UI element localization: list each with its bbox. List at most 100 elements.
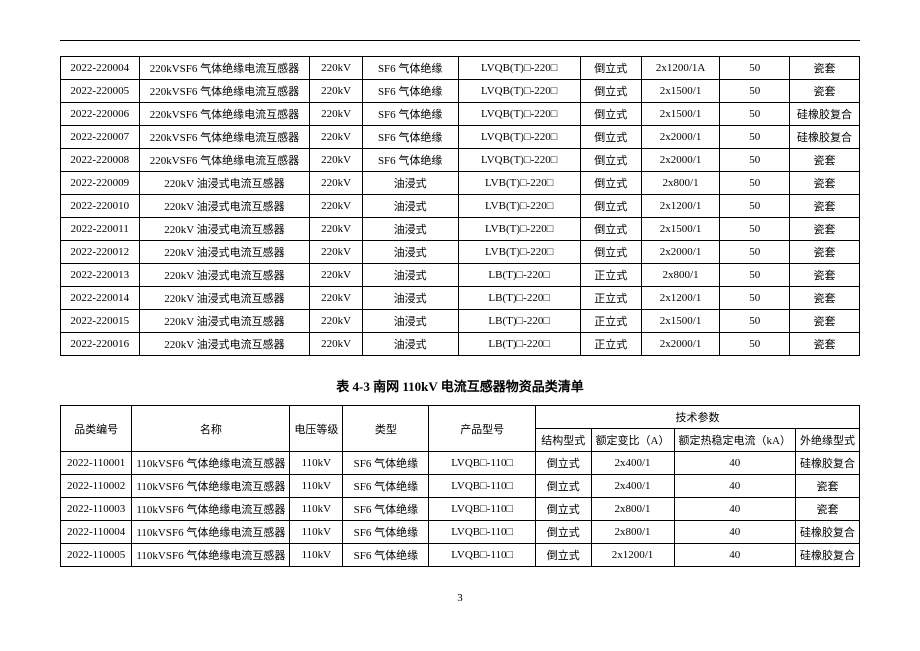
table-cell: 瓷套 <box>795 475 859 498</box>
table-cell: 2x2000/1 <box>641 333 720 356</box>
table-cell: 瓷套 <box>790 310 860 333</box>
table-cell: LB(T)□-220□ <box>458 264 580 287</box>
table-cell: 50 <box>720 287 790 310</box>
table-cell: 50 <box>720 172 790 195</box>
table-cell: LVQB(T)□-220□ <box>458 80 580 103</box>
table-cell: 2x800/1 <box>641 172 720 195</box>
table-cell: 油浸式 <box>362 241 458 264</box>
table-cell: 40 <box>674 521 795 544</box>
table-cell: 2x1500/1 <box>641 310 720 333</box>
header-struct: 结构型式 <box>536 429 592 452</box>
table-row: 2022-220012220kV 油浸式电流互感器220kV油浸式LVB(T)□… <box>61 241 860 264</box>
table-cell: LVQB(T)□-220□ <box>458 57 580 80</box>
table-cell: 倒立式 <box>580 126 641 149</box>
table-cell: 2x2000/1 <box>641 241 720 264</box>
table-cell: SF6 气体绝缘 <box>362 80 458 103</box>
table-cell: 瓷套 <box>790 149 860 172</box>
table-cell: 220kV <box>310 149 362 172</box>
table-cell: 220kV 油浸式电流互感器 <box>139 264 310 287</box>
table-cell: 50 <box>720 126 790 149</box>
header-type: 类型 <box>343 406 429 452</box>
table-row: 2022-220008220kVSF6 气体绝缘电流互感器220kVSF6 气体… <box>61 149 860 172</box>
table-cell: 2022-220006 <box>61 103 140 126</box>
table-cell: SF6 气体绝缘 <box>343 452 429 475</box>
table-cell: LVQB(T)□-220□ <box>458 149 580 172</box>
table-cell: 2x1200/1 <box>641 287 720 310</box>
table-cell: 220kV <box>310 126 362 149</box>
table-220kv: 2022-220004220kVSF6 气体绝缘电流互感器220kVSF6 气体… <box>60 56 860 356</box>
table-cell: 瓷套 <box>790 241 860 264</box>
table-cell: 2022-220004 <box>61 57 140 80</box>
page-number: 3 <box>60 592 860 604</box>
table-cell: LVB(T)□-220□ <box>458 172 580 195</box>
table-cell: LVQB(T)□-220□ <box>458 126 580 149</box>
table-cell: 2x2000/1 <box>641 149 720 172</box>
table-cell: 110kV <box>290 452 343 475</box>
table-row: 2022-220009220kV 油浸式电流互感器220kV油浸式LVB(T)□… <box>61 172 860 195</box>
table-cell: 40 <box>674 544 795 567</box>
table-cell: 220kV <box>310 80 362 103</box>
table-cell: 倒立式 <box>536 521 592 544</box>
table-cell: LVQB□-110□ <box>429 498 536 521</box>
table-cell: LVB(T)□-220□ <box>458 218 580 241</box>
table-cell: 2022-110005 <box>61 544 132 567</box>
table-cell: 50 <box>720 333 790 356</box>
table-cell: LB(T)□-220□ <box>458 333 580 356</box>
table-cell: 倒立式 <box>536 475 592 498</box>
table-cell: 倒立式 <box>536 498 592 521</box>
table-cell: 40 <box>674 498 795 521</box>
table-cell: 2022-220015 <box>61 310 140 333</box>
table-row: 2022-220010220kV 油浸式电流互感器220kV油浸式LVB(T)□… <box>61 195 860 218</box>
table-cell: 瓷套 <box>795 498 859 521</box>
table-cell: 2022-220011 <box>61 218 140 241</box>
table-row: 2022-220014220kV 油浸式电流互感器220kV油浸式LB(T)□-… <box>61 287 860 310</box>
table-cell: 油浸式 <box>362 195 458 218</box>
table-cell: 110kVSF6 气体绝缘电流互感器 <box>132 475 290 498</box>
table-110kv: 品类编号 名称 电压等级 类型 产品型号 技术参数 结构型式 额定变比（A） 额… <box>60 405 860 567</box>
header-rule <box>60 40 860 41</box>
table-cell: LVB(T)□-220□ <box>458 241 580 264</box>
table-cell: 油浸式 <box>362 287 458 310</box>
table-cell: 2x1200/1 <box>591 544 674 567</box>
table-cell: 40 <box>674 452 795 475</box>
header-code: 品类编号 <box>61 406 132 452</box>
table-cell: LVQB□-110□ <box>429 544 536 567</box>
table-row: 2022-220013220kV 油浸式电流互感器220kV油浸式LB(T)□-… <box>61 264 860 287</box>
table-cell: SF6 气体绝缘 <box>362 57 458 80</box>
table-cell: 2x1500/1 <box>641 80 720 103</box>
table-cell: 110kVSF6 气体绝缘电流互感器 <box>132 521 290 544</box>
table-row: 2022-220005220kVSF6 气体绝缘电流互感器220kVSF6 气体… <box>61 80 860 103</box>
table-cell: 220kV 油浸式电流互感器 <box>139 195 310 218</box>
table-cell: 220kV <box>310 57 362 80</box>
table-cell: 220kV <box>310 218 362 241</box>
table-cell: 2x800/1 <box>591 521 674 544</box>
table-cell: 50 <box>720 310 790 333</box>
table-cell: 110kVSF6 气体绝缘电流互感器 <box>132 452 290 475</box>
table-cell: 2022-110003 <box>61 498 132 521</box>
table-cell: 2022-220008 <box>61 149 140 172</box>
table-cell: 2022-110002 <box>61 475 132 498</box>
table-cell: 2x1200/1 <box>641 195 720 218</box>
table-cell: 220kV <box>310 333 362 356</box>
table-row: 2022-220015220kV 油浸式电流互感器220kV油浸式LB(T)□-… <box>61 310 860 333</box>
table-cell: 倒立式 <box>580 241 641 264</box>
table-cell: 2x400/1 <box>591 475 674 498</box>
table-row: 2022-220006220kVSF6 气体绝缘电流互感器220kVSF6 气体… <box>61 103 860 126</box>
table-cell: 硅橡胶复合 <box>795 544 859 567</box>
table-row: 2022-110003110kVSF6 气体绝缘电流互感器110kVSF6 气体… <box>61 498 860 521</box>
table-row: 2022-110002110kVSF6 气体绝缘电流互感器110kVSF6 气体… <box>61 475 860 498</box>
table-cell: 220kV <box>310 172 362 195</box>
table-cell: 110kV <box>290 521 343 544</box>
table-cell: 220kV <box>310 195 362 218</box>
header-insul: 外绝缘型式 <box>795 429 859 452</box>
table-cell: 正立式 <box>580 333 641 356</box>
table-cell: 2x1500/1 <box>641 218 720 241</box>
table-cell: 倒立式 <box>580 149 641 172</box>
table-cell: 50 <box>720 195 790 218</box>
table-cell: 瓷套 <box>790 333 860 356</box>
table-cell: 油浸式 <box>362 310 458 333</box>
table-cell: SF6 气体绝缘 <box>343 521 429 544</box>
table-cell: 50 <box>720 264 790 287</box>
table-cell: 倒立式 <box>536 544 592 567</box>
table-cell: 2x800/1 <box>641 264 720 287</box>
